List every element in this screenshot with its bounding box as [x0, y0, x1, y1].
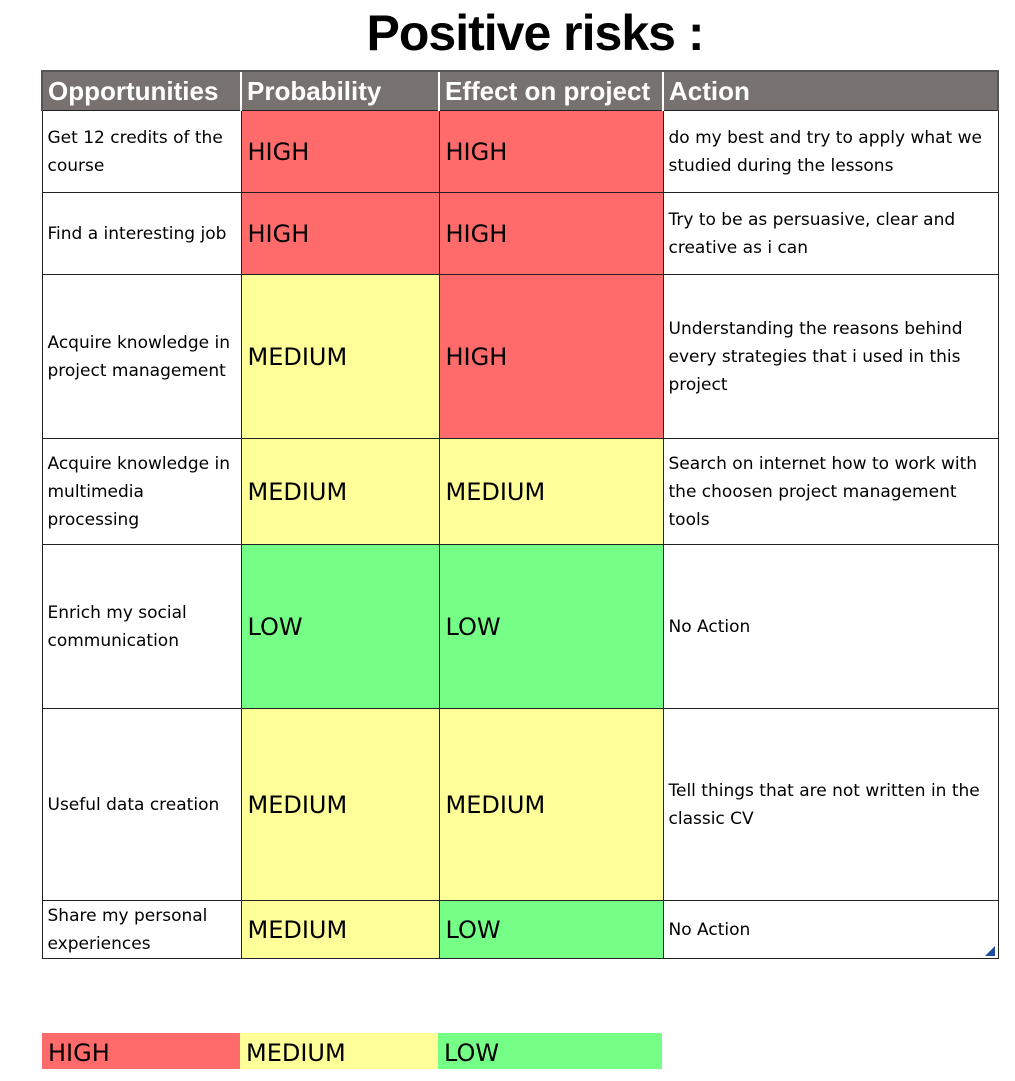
page-title: Positive risks : [366, 5, 705, 61]
effect-cell: LOW [438, 900, 664, 959]
risk-table: Opportunities Probability Effect on proj… [41, 70, 999, 959]
opportunity-cell: Useful data creation [41, 708, 242, 901]
resize-corner-icon [985, 946, 995, 956]
header-effect: Effect on project [438, 70, 663, 111]
probability-cell: MEDIUM [240, 438, 440, 545]
legend-medium: MEDIUM [240, 1033, 438, 1069]
effect-cell: HIGH [438, 110, 664, 193]
table-row: Useful data creation MEDIUM MEDIUM Tell … [41, 708, 999, 901]
probability-cell: MEDIUM [240, 900, 440, 959]
legend: HIGH MEDIUM LOW [42, 1033, 662, 1069]
effect-cell: HIGH [438, 274, 664, 439]
action-cell: Try to be as persuasive, clear and creat… [662, 192, 999, 275]
action-cell: No Action [662, 544, 999, 709]
header-action: Action [662, 70, 999, 111]
action-cell: Tell things that are not written in the … [662, 708, 999, 901]
opportunity-cell: Acquire knowledge in multimedia processi… [41, 438, 242, 545]
table-row: Share my personal experiences MEDIUM LOW… [41, 900, 999, 959]
opportunity-cell: Find a interesting job [41, 192, 242, 275]
probability-cell: HIGH [240, 192, 440, 275]
header-row: Opportunities Probability Effect on proj… [41, 70, 999, 111]
table-row: Enrich my social communication LOW LOW N… [41, 544, 999, 709]
table-row: Get 12 credits of the course HIGH HIGH d… [41, 110, 999, 193]
action-cell: Understanding the reasons behind every s… [662, 274, 999, 439]
probability-cell: MEDIUM [240, 274, 440, 439]
probability-cell: HIGH [240, 110, 440, 193]
legend-low: LOW [438, 1033, 662, 1069]
legend-high: HIGH [42, 1033, 240, 1069]
effect-cell: MEDIUM [438, 438, 664, 545]
header-opportunities: Opportunities [41, 70, 241, 111]
opportunity-cell: Get 12 credits of the course [41, 110, 242, 193]
opportunity-cell: Acquire knowledge in project management [41, 274, 242, 439]
header-probability: Probability [240, 70, 439, 111]
opportunity-cell: Share my personal experiences [41, 900, 242, 959]
effect-cell: HIGH [438, 192, 664, 275]
table-row: Acquire knowledge in multimedia processi… [41, 438, 999, 545]
table-row: Acquire knowledge in project management … [41, 274, 999, 439]
action-cell: Search on internet how to work with the … [662, 438, 999, 545]
opportunity-cell: Enrich my social communication [41, 544, 242, 709]
effect-cell: LOW [438, 544, 664, 709]
effect-cell: MEDIUM [438, 708, 664, 901]
table-row: Find a interesting job HIGH HIGH Try to … [41, 192, 999, 275]
action-cell: No Action [662, 900, 999, 959]
probability-cell: LOW [240, 544, 440, 709]
action-cell: do my best and try to apply what we stud… [662, 110, 999, 193]
probability-cell: MEDIUM [240, 708, 440, 901]
